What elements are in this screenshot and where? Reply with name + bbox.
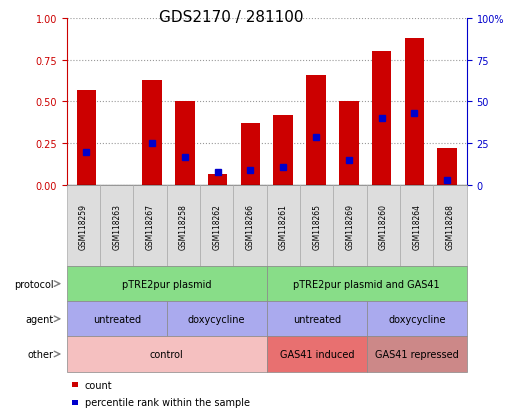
Text: count: count: [85, 380, 112, 390]
Text: GAS41 repressed: GAS41 repressed: [375, 349, 459, 359]
Text: protocol: protocol: [14, 279, 54, 289]
Text: GSM118267: GSM118267: [146, 203, 154, 249]
Bar: [273, 116, 293, 186]
Text: GSM118261: GSM118261: [279, 203, 288, 249]
Bar: [142, 81, 162, 186]
Text: GSM118262: GSM118262: [212, 203, 221, 249]
Bar: [306, 76, 326, 186]
Text: control: control: [150, 349, 184, 359]
Text: GSM118259: GSM118259: [79, 203, 88, 249]
Bar: [241, 124, 260, 186]
Text: doxycycline: doxycycline: [188, 314, 246, 324]
Text: untreated: untreated: [293, 314, 341, 324]
Text: GAS41 induced: GAS41 induced: [280, 349, 354, 359]
Text: GSM118264: GSM118264: [412, 203, 421, 249]
Text: GSM118266: GSM118266: [246, 203, 254, 249]
Text: pTRE2pur plasmid: pTRE2pur plasmid: [122, 279, 211, 289]
Bar: [339, 102, 359, 186]
Bar: [76, 90, 96, 186]
Text: GSM118263: GSM118263: [112, 203, 121, 249]
Text: GDS2170 / 281100: GDS2170 / 281100: [159, 10, 303, 25]
Text: doxycycline: doxycycline: [388, 314, 446, 324]
Text: GSM118265: GSM118265: [312, 203, 321, 249]
Bar: [372, 52, 391, 186]
Text: GSM118268: GSM118268: [446, 203, 455, 249]
Bar: [405, 39, 424, 186]
Text: untreated: untreated: [93, 314, 141, 324]
Text: GSM118269: GSM118269: [346, 203, 354, 249]
Text: agent: agent: [26, 314, 54, 324]
Text: percentile rank within the sample: percentile rank within the sample: [85, 397, 250, 407]
Text: other: other: [28, 349, 54, 359]
Bar: [437, 149, 457, 186]
Bar: [175, 102, 194, 186]
Text: GSM118260: GSM118260: [379, 203, 388, 249]
Text: pTRE2pur plasmid and GAS41: pTRE2pur plasmid and GAS41: [293, 279, 440, 289]
Text: GSM118258: GSM118258: [179, 203, 188, 249]
Bar: [208, 174, 227, 186]
